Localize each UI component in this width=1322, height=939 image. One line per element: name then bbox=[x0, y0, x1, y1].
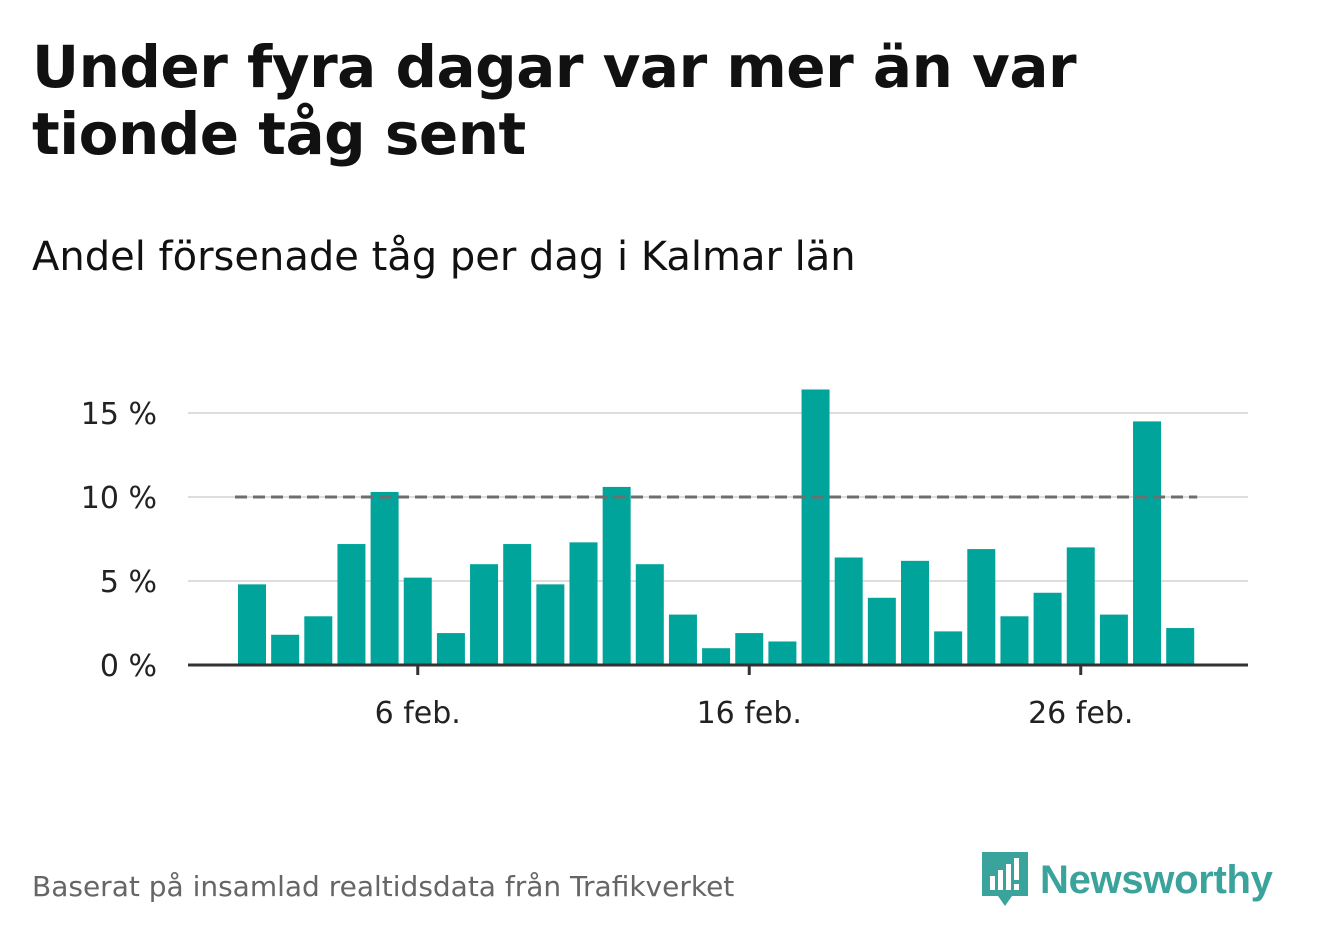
brand-logo[interactable]: Newsworthy bbox=[980, 850, 1273, 910]
bars bbox=[238, 389, 1195, 665]
newsworthy-logo-icon bbox=[982, 852, 1028, 906]
x-tick-label: 6 feb. bbox=[375, 696, 461, 731]
bar bbox=[436, 633, 465, 665]
y-axis-labels: 0 % 5 % 10 % 15 % bbox=[81, 397, 157, 684]
chart-title: Under fyra dagar var mer än var tionde t… bbox=[32, 33, 1077, 168]
bar bbox=[867, 597, 896, 665]
bar bbox=[238, 584, 266, 665]
y-tick-label: 15 % bbox=[81, 397, 157, 432]
source-note: Baserat på insamlad realtidsdata från Tr… bbox=[32, 870, 735, 903]
bar bbox=[370, 491, 399, 665]
bar bbox=[602, 486, 631, 665]
bar bbox=[934, 631, 963, 665]
bar bbox=[635, 564, 664, 665]
bar bbox=[1099, 614, 1128, 665]
bar bbox=[403, 577, 432, 665]
y-tick-label: 10 % bbox=[81, 481, 157, 516]
bar bbox=[569, 542, 598, 665]
bar bbox=[271, 634, 300, 665]
bar bbox=[702, 648, 731, 665]
bar-chart: 0 % 5 % 10 % 15 % 6 feb. 16 feb. 26 feb. bbox=[81, 389, 1248, 731]
bar bbox=[337, 544, 366, 665]
bar bbox=[536, 584, 565, 665]
bar bbox=[470, 564, 499, 665]
brand-name: Newsworthy bbox=[1040, 857, 1273, 902]
bar bbox=[668, 614, 697, 665]
y-tick-label: 5 % bbox=[100, 565, 157, 600]
bar bbox=[967, 549, 996, 665]
bar bbox=[503, 544, 532, 665]
bar bbox=[834, 557, 863, 665]
bar bbox=[1000, 616, 1029, 665]
y-tick-label: 0 % bbox=[100, 649, 157, 684]
bar bbox=[901, 560, 929, 665]
bar bbox=[735, 633, 764, 665]
bar bbox=[1166, 628, 1195, 665]
chart-subtitle: Andel försenade tåg per dag i Kalmar län bbox=[32, 234, 856, 280]
x-axis bbox=[188, 663, 1248, 675]
bar bbox=[1133, 421, 1162, 665]
bar bbox=[768, 641, 797, 665]
bar bbox=[1066, 547, 1095, 665]
x-tick-label: 16 feb. bbox=[697, 696, 802, 731]
x-axis-labels: 6 feb. 16 feb. 26 feb. bbox=[375, 696, 1134, 731]
x-tick-label: 26 feb. bbox=[1028, 696, 1133, 731]
bar bbox=[304, 616, 333, 665]
bar bbox=[801, 389, 830, 665]
bar bbox=[1033, 592, 1062, 665]
